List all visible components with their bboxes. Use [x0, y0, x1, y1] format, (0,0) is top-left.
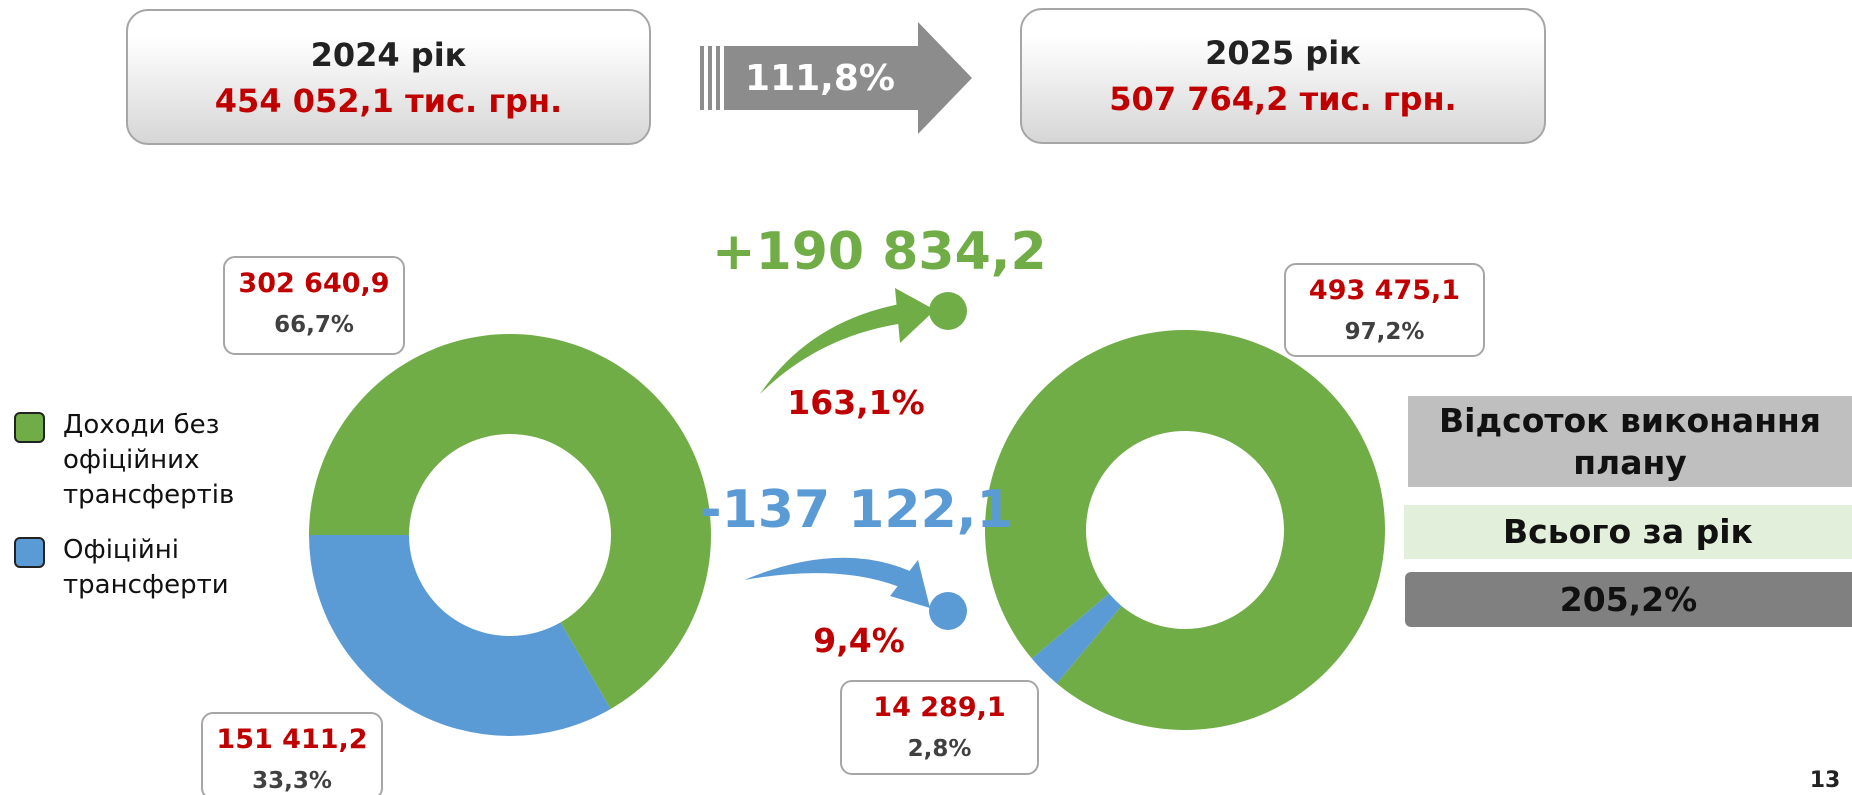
- year: 2025 рік: [1205, 34, 1361, 72]
- green-change-arrow: [760, 288, 967, 394]
- blue-change-arrow: [744, 557, 967, 630]
- year-box: [1020, 8, 1546, 144]
- label-box: [1284, 263, 1485, 357]
- growth: 111,8%: [745, 58, 895, 99]
- value-label: 14 289,1: [873, 692, 1006, 723]
- value-label: 493 475,1: [1308, 275, 1461, 306]
- amount: 507 764,2 тис. грн.: [1109, 80, 1457, 118]
- change-value: +190 834,2: [712, 222, 1047, 282]
- amount: 454 052,1 тис. грн.: [214, 82, 563, 120]
- legend-label: Доходи без офіційних трансфертів: [63, 410, 235, 510]
- share-label: 2,8%: [907, 736, 972, 762]
- plan-header: [1408, 396, 1852, 487]
- donut-slice: [984, 329, 1385, 730]
- donut-slice: [1031, 593, 1122, 684]
- plan-title: Відсоток виконання плану: [1439, 401, 1821, 482]
- year-box: [126, 9, 651, 145]
- value-label: 151 411,2: [216, 724, 368, 755]
- legend-swatch: [14, 537, 45, 568]
- legend-label: Офіційні трансферти: [63, 535, 229, 600]
- year: 2024 рік: [310, 36, 467, 74]
- label-box: [201, 712, 383, 795]
- change-percent: 163,1%: [787, 383, 925, 422]
- share-label: 97,2%: [1344, 319, 1425, 345]
- donut-slice: [308, 333, 712, 709]
- share-label: 66,7%: [274, 312, 354, 338]
- plan-row: [1404, 505, 1852, 559]
- donut-slice: [309, 535, 611, 736]
- page-number: 13: [1809, 768, 1841, 793]
- value-label: 302 640,9: [238, 268, 390, 299]
- change-percent: 9,4%: [813, 621, 905, 660]
- change-value: -137 122,1: [700, 480, 1013, 540]
- plan-value: 205,2%: [1559, 580, 1698, 619]
- growth-arrow: [700, 22, 972, 134]
- label-box: [840, 680, 1039, 775]
- plan-row-label: Всього за рік: [1503, 512, 1753, 551]
- label-box: [223, 256, 405, 355]
- plan-value-box: [1405, 572, 1852, 627]
- share-label: 33,3%: [252, 768, 332, 794]
- legend-swatch: [14, 412, 45, 443]
